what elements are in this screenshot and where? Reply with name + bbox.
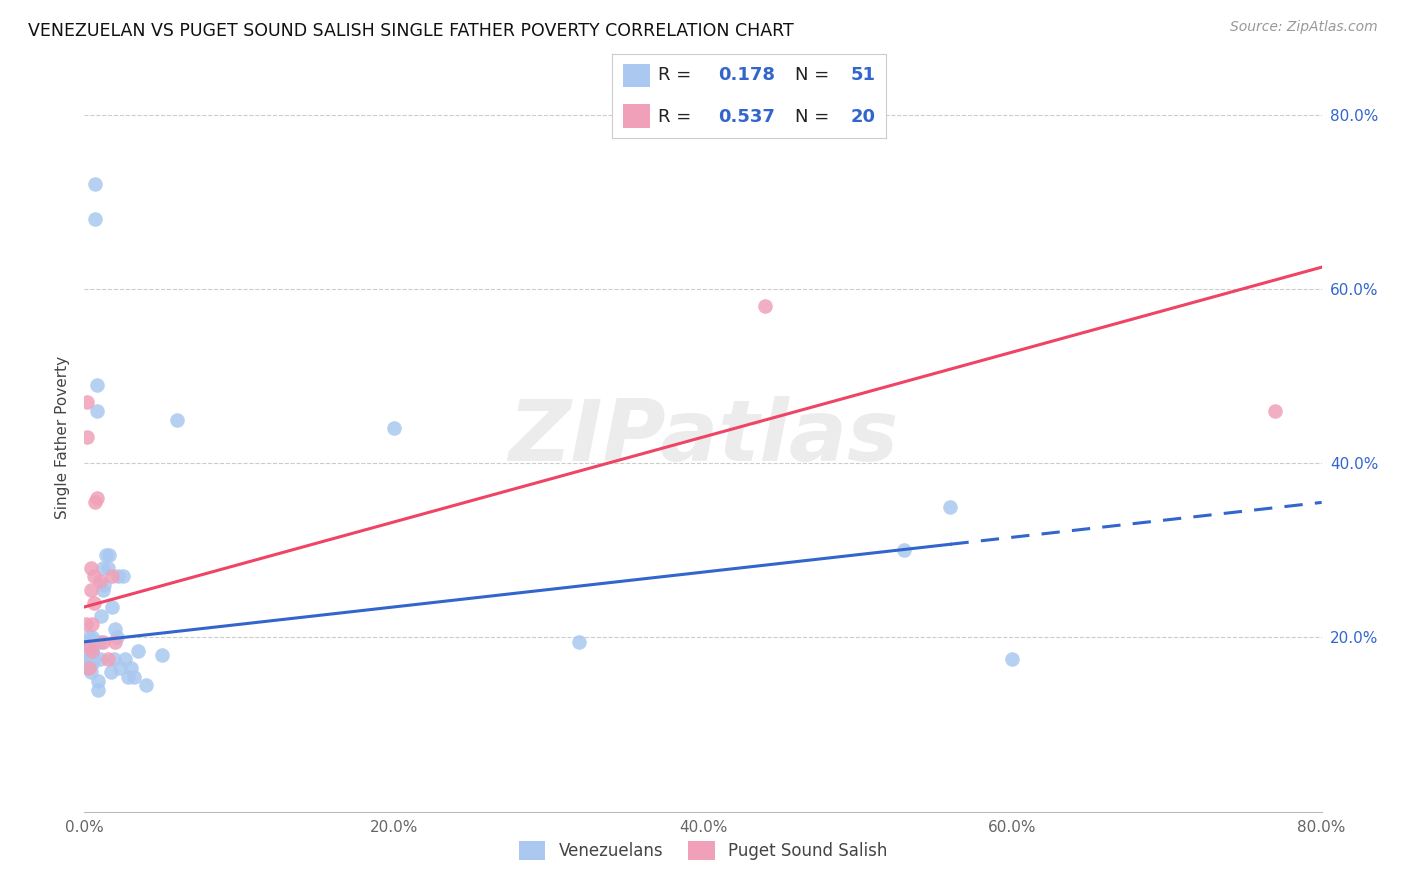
Point (82, 643, 104, 657)
Point (107, 569, 129, 583)
Point (87, 682, 110, 697)
Point (90, 608, 112, 623)
Point (100, 665, 122, 680)
Point (96, 652, 118, 666)
Point (101, 599, 124, 614)
Point (82, 657, 104, 671)
Point (84, 495, 107, 509)
Point (87, 673, 110, 688)
Point (77, 643, 100, 657)
Point (77, 639, 100, 653)
Point (75, 643, 97, 657)
Point (75, 617, 97, 632)
Text: VENEZUELAN VS PUGET SOUND SALISH SINGLE FATHER POVERTY CORRELATION CHART: VENEZUELAN VS PUGET SOUND SALISH SINGLE … (28, 22, 794, 40)
Point (104, 635, 127, 649)
Point (83, 569, 105, 583)
Point (83, 652, 105, 666)
Text: 0.178: 0.178 (718, 66, 776, 84)
Point (754, 299, 776, 313)
Point (75, 635, 97, 649)
Text: N =: N = (796, 108, 835, 126)
Text: Source: ZipAtlas.com: Source: ZipAtlas.com (1230, 20, 1378, 34)
Point (77, 652, 100, 666)
Text: 51: 51 (851, 66, 875, 84)
Point (82, 643, 104, 657)
Point (103, 652, 125, 666)
Point (89, 635, 111, 649)
Point (79, 582, 101, 597)
Point (79, 665, 101, 680)
Text: 0.537: 0.537 (718, 108, 776, 126)
Text: 20: 20 (851, 108, 875, 126)
Point (76, 430, 98, 444)
Point (91, 635, 114, 649)
Point (93, 578, 115, 592)
Point (112, 569, 135, 583)
Legend: Venezuelans, Puget Sound Salish: Venezuelans, Puget Sound Salish (512, 835, 894, 867)
Point (84, 212, 107, 227)
Point (166, 412, 188, 426)
Point (76, 661, 98, 675)
Text: R =: R = (658, 66, 697, 84)
Point (1001, 652, 1024, 666)
Point (568, 635, 591, 649)
Point (86, 377, 108, 392)
Point (89, 652, 111, 666)
Point (104, 622, 127, 636)
Point (82, 631, 104, 645)
Point (98, 548, 121, 562)
Point (382, 421, 405, 435)
Point (82, 617, 104, 632)
Point (96, 561, 118, 575)
Point (127, 643, 149, 657)
Point (79, 639, 101, 653)
Point (1264, 404, 1286, 418)
Point (86, 404, 108, 418)
Point (83, 596, 105, 610)
Y-axis label: Single Father Poverty: Single Father Poverty (55, 356, 70, 518)
Point (120, 661, 142, 675)
Point (91, 582, 114, 597)
Point (105, 631, 128, 645)
Point (94, 548, 117, 562)
Point (893, 543, 915, 558)
Text: N =: N = (796, 66, 835, 84)
Point (108, 661, 131, 675)
Point (84, 178, 107, 192)
Point (91, 561, 114, 575)
Point (122, 670, 145, 684)
Bar (623, 63, 650, 87)
Point (79, 648, 101, 662)
Point (114, 652, 136, 666)
Bar (623, 104, 650, 128)
Point (101, 569, 124, 583)
Point (76, 652, 98, 666)
Point (89, 574, 111, 588)
Point (77, 661, 100, 675)
Point (77, 631, 100, 645)
Text: R =: R = (658, 108, 697, 126)
Text: ZIPatlas: ZIPatlas (508, 395, 898, 479)
Point (117, 670, 139, 684)
Point (135, 678, 157, 692)
Point (83, 635, 105, 649)
Point (150, 648, 173, 662)
Point (79, 561, 101, 575)
Point (76, 395, 98, 409)
Point (86, 491, 108, 505)
Point (939, 500, 962, 514)
